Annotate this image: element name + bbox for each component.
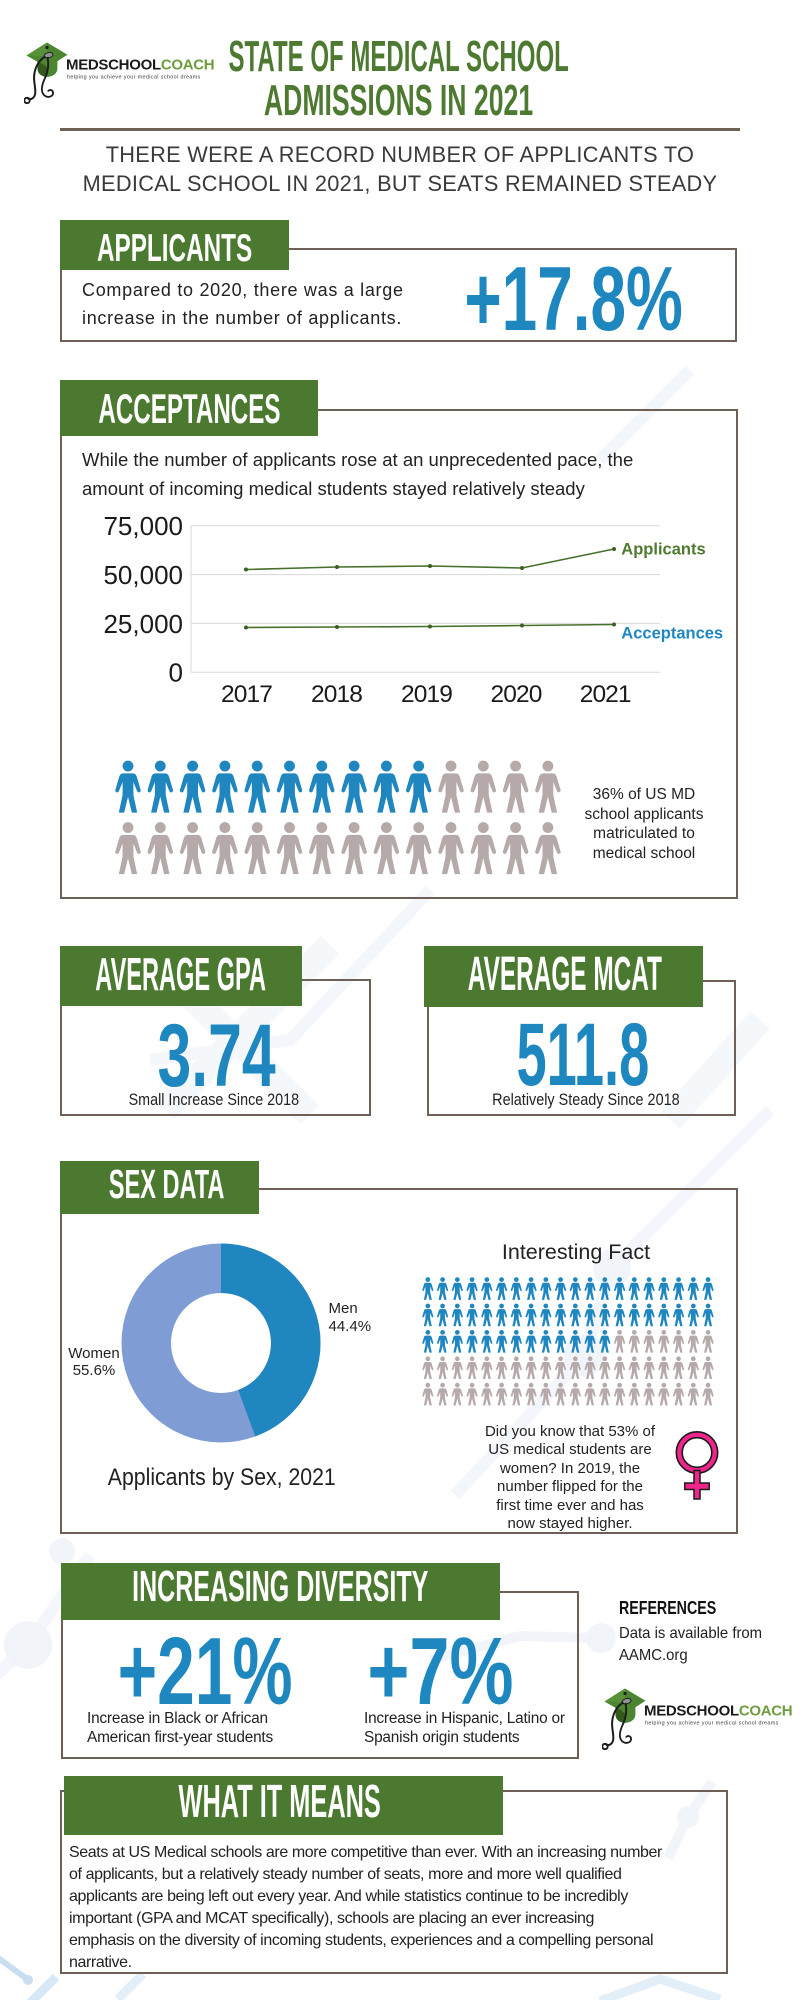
svg-text:2017: 2017: [221, 681, 272, 708]
svg-text:2021: 2021: [580, 681, 631, 708]
svg-text:Applicants: Applicants: [621, 541, 705, 559]
svg-text:MEDSCHOOLCOACH: MEDSCHOOLCOACH: [644, 1703, 792, 1720]
svg-text:MEDSCHOOLCOACH: MEDSCHOOLCOACH: [66, 57, 214, 74]
svg-text:2020: 2020: [491, 681, 542, 708]
svg-text:50,000: 50,000: [103, 560, 183, 590]
svg-text:75,000: 75,000: [103, 511, 183, 541]
svg-text:helping you achieve your medic: helping you achieve your medical school …: [67, 75, 201, 81]
svg-text:25,000: 25,000: [103, 609, 183, 639]
svg-text:Acceptances: Acceptances: [621, 625, 723, 643]
svg-text:2018: 2018: [311, 681, 362, 708]
svg-text:helping you achieve your medic: helping you achieve your medical school …: [645, 1721, 779, 1727]
svg-text:0: 0: [169, 658, 183, 688]
svg-text:2019: 2019: [401, 681, 452, 708]
